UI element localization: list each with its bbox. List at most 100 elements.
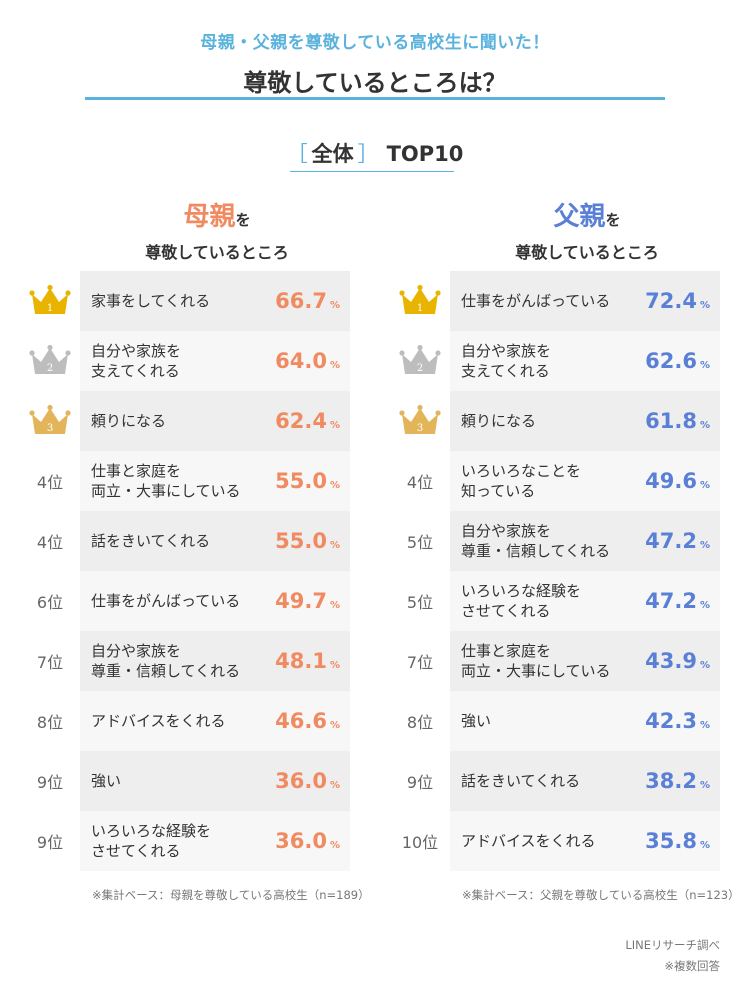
crown-rank-number: 1 <box>417 303 423 314</box>
item-label: 話をきいてくれる <box>461 772 581 790</box>
father-rank-1: 1 <box>380 271 460 331</box>
item-label: 仕事と家庭を 両立・大事にしている <box>91 462 241 500</box>
value-number: 43.9 <box>645 649 697 673</box>
father-heading-small: を <box>605 211 621 229</box>
mother-rank-8: 8位 <box>10 691 90 751</box>
item-label: いろいろな経験を させてくれる <box>91 822 212 860</box>
value-number: 49.6 <box>645 469 697 493</box>
mother-rank-7: 7位 <box>10 631 90 691</box>
value-number: 49.7 <box>275 589 327 613</box>
value-number: 55.0 <box>275 469 327 493</box>
item-label: 自分や家族を 支えてくれる <box>461 342 552 380</box>
rank-label: 8位 <box>36 713 64 732</box>
value-number: 62.6 <box>645 349 697 373</box>
rank-label: 9位 <box>36 833 64 852</box>
item-value: 62.4% <box>275 409 340 433</box>
mother-table-row: 話をきいてくれる 55.0% <box>80 511 350 571</box>
rank-label: 8位 <box>406 713 434 732</box>
mother-table-row: 頼りになる 62.4% <box>80 391 350 451</box>
mother-rank-1: 1 <box>10 271 90 331</box>
rank-label: 5位 <box>406 593 434 612</box>
value-unit: % <box>699 420 710 431</box>
father-rank-3: 3 <box>380 391 460 451</box>
item-value: 62.6% <box>645 349 710 373</box>
item-value: 64.0% <box>275 349 340 373</box>
crown-icon: 3 <box>29 404 71 434</box>
item-label: いろいろな経験を させてくれる <box>461 582 582 620</box>
mother-rank-3: 3 <box>10 391 90 451</box>
father-table-row: 仕事をがんばっている 72.4% <box>450 271 720 331</box>
item-value: 38.2% <box>645 769 710 793</box>
item-value: 49.6% <box>645 469 710 493</box>
father-heading-big: 父親 <box>553 202 606 232</box>
mother-heading-line2: 尊敬しているところ <box>145 243 289 262</box>
value-number: 36.0 <box>275 769 327 793</box>
value-number: 36.0 <box>275 829 327 853</box>
crown-icon: 2 <box>399 344 441 374</box>
item-label: アドバイスをくれる <box>91 712 226 730</box>
item-label: 仕事をがんばっている <box>91 592 241 610</box>
item-label: 仕事をがんばっている <box>461 292 611 310</box>
mother-column-heading: 母親を 尊敬しているところ <box>82 196 352 263</box>
value-number: 42.3 <box>645 709 697 733</box>
mother-rank-6: 6位 <box>10 571 90 631</box>
value-unit: % <box>329 420 340 431</box>
father-rank-2: 2 <box>380 331 460 391</box>
rank-label: 4位 <box>406 473 434 492</box>
crown-rank-number: 3 <box>417 423 423 434</box>
value-number: 55.0 <box>275 529 327 553</box>
father-table-row: いろいろなことを 知っている 49.6% <box>450 451 720 511</box>
father-rank-9: 9位 <box>380 751 460 811</box>
page-title: 尊敬しているところは？ <box>243 69 507 97</box>
father-rank-5: 5位 <box>380 511 460 571</box>
crown-icon: 3 <box>399 404 441 434</box>
value-unit: % <box>699 600 710 611</box>
mother-rank-2: 2 <box>10 331 90 391</box>
crown-rank-number: 1 <box>47 303 53 314</box>
section-top: TOP10 <box>386 142 464 166</box>
value-unit: % <box>329 540 340 551</box>
value-unit: % <box>699 540 710 551</box>
section-label: ［ 全体 ］ TOP10 <box>0 138 750 168</box>
item-value: 55.0% <box>275 529 340 553</box>
crown-icon: 2 <box>29 344 71 374</box>
value-unit: % <box>699 720 710 731</box>
rank-label: 9位 <box>36 773 64 792</box>
crown-rank-number: 2 <box>47 363 53 374</box>
value-unit: % <box>699 480 710 491</box>
bracket-close: ］ <box>357 142 379 166</box>
value-unit: % <box>699 300 710 311</box>
crown-rank-number: 2 <box>417 363 423 374</box>
item-label: 話をきいてくれる <box>91 532 211 550</box>
value-number: 64.0 <box>275 349 327 373</box>
header: 母親・父親を尊敬している高校生に聞いた！ 尊敬しているところは？ <box>0 28 750 98</box>
item-value: 48.1% <box>275 649 340 673</box>
mother-table-row: アドバイスをくれる 46.6% <box>80 691 350 751</box>
father-table-row: いろいろな経験を させてくれる 47.2% <box>450 571 720 631</box>
rank-label: 9位 <box>406 773 434 792</box>
multi-answer-note: ※複数回答 <box>664 959 720 973</box>
value-number: 35.8 <box>645 829 697 853</box>
father-rank-4: 4位 <box>380 451 460 511</box>
mother-table-row: 仕事と家庭を 両立・大事にしている 55.0% <box>80 451 350 511</box>
value-unit: % <box>329 840 340 851</box>
father-table-row: 仕事と家庭を 両立・大事にしている 43.9% <box>450 631 720 691</box>
item-value: 72.4% <box>645 289 710 313</box>
value-number: 66.7 <box>275 289 327 313</box>
value-unit: % <box>329 480 340 491</box>
rank-label: 4位 <box>36 473 64 492</box>
father-rank-7: 7位 <box>380 631 460 691</box>
father-table-row: 自分や家族を 支えてくれる 62.6% <box>450 331 720 391</box>
crown-icon: 1 <box>29 284 71 314</box>
mother-note: ※集計ベース：母親を尊敬している高校生（n=189） <box>92 888 370 902</box>
mother-table-row: 自分や家族を 支えてくれる 64.0% <box>80 331 350 391</box>
item-label: 自分や家族を 尊重・信頼してくれる <box>91 642 241 680</box>
rank-label: 4位 <box>36 533 64 552</box>
rank-label: 7位 <box>406 653 434 672</box>
value-unit: % <box>699 360 710 371</box>
item-value: 49.7% <box>275 589 340 613</box>
mother-table-row: 自分や家族を 尊重・信頼してくれる 48.1% <box>80 631 350 691</box>
subtitle: 母親・父親を尊敬している高校生に聞いた！ <box>200 33 550 53</box>
item-value: 61.8% <box>645 409 710 433</box>
value-unit: % <box>699 780 710 791</box>
